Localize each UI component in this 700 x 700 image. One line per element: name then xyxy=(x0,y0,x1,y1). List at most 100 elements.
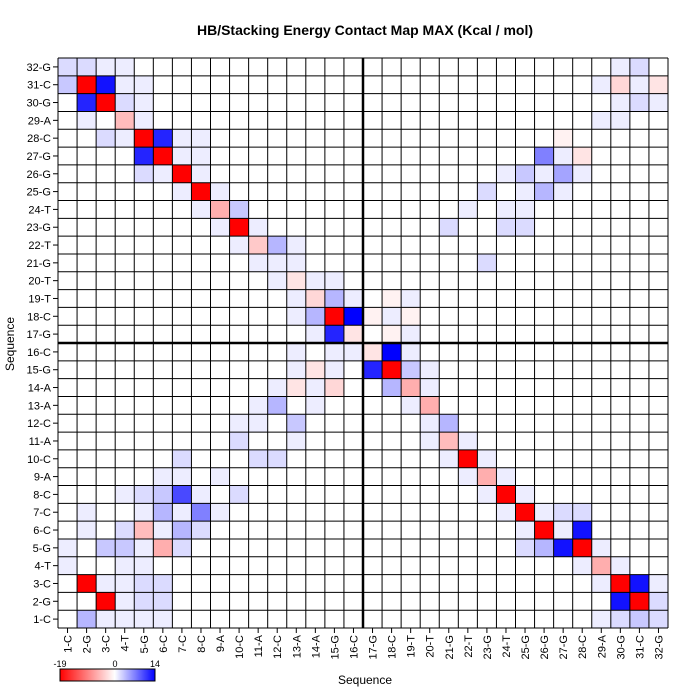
heatmap-cell xyxy=(363,307,383,326)
heatmap-cell xyxy=(572,164,592,183)
heatmap-cell xyxy=(324,307,344,326)
heatmap-cell xyxy=(515,485,535,504)
heatmap-cell xyxy=(610,75,630,94)
heatmap-cell xyxy=(286,236,306,254)
heatmap-cell xyxy=(343,343,363,361)
y-tick-label: 20-T xyxy=(28,276,51,288)
heatmap-cell xyxy=(458,432,478,450)
heatmap-cell xyxy=(382,289,402,308)
heatmap-cell xyxy=(343,325,363,343)
heatmap-cell xyxy=(401,289,421,308)
heatmap-cell xyxy=(439,432,459,450)
heatmap-cell xyxy=(77,503,97,522)
colorbar: -19 0 14 xyxy=(53,659,160,682)
y-tick-label: 6-C xyxy=(33,525,51,537)
y-tick-label: 25-G xyxy=(27,187,51,199)
heatmap-cell xyxy=(153,164,173,183)
heatmap-cell xyxy=(172,538,192,557)
x-tick-label: 13-A xyxy=(291,634,303,658)
heatmap-cell xyxy=(610,58,630,76)
colorbar-max-label: 14 xyxy=(150,659,160,669)
heatmap-cell xyxy=(477,485,497,504)
x-tick-label: 19-T xyxy=(406,635,418,658)
heatmap-cell xyxy=(96,75,116,94)
heatmap-cell xyxy=(629,75,649,94)
heatmap-cell xyxy=(115,485,135,504)
heatmap-cell xyxy=(58,58,78,76)
heatmap-cell xyxy=(153,610,173,628)
heatmap-cell xyxy=(572,556,592,575)
x-tick-label: 11-A xyxy=(253,634,265,657)
heatmap-cell xyxy=(286,414,306,433)
y-tick-label: 13-A xyxy=(28,400,52,412)
y-tick-label: 24-T xyxy=(28,204,51,216)
heatmap-cell xyxy=(553,147,573,165)
heatmap-cell xyxy=(229,432,249,450)
heatmap-cell xyxy=(210,200,230,219)
heatmap-cell xyxy=(610,610,630,628)
heatmap-cell xyxy=(172,521,192,539)
y-tick-label: 26-G xyxy=(27,169,51,181)
heatmap-cell xyxy=(77,610,97,628)
x-tick-label: 30-G xyxy=(615,635,627,659)
x-tick-label: 17-G xyxy=(368,635,380,659)
x-tick-label: 8-C xyxy=(196,635,208,653)
heatmap-cell xyxy=(401,396,421,415)
heatmap-cell xyxy=(58,556,78,575)
heatmap-cell xyxy=(534,147,554,165)
y-tick-label: 16-C xyxy=(27,347,51,359)
heatmap-cell xyxy=(572,147,592,165)
y-tick-label: 19-T xyxy=(28,293,51,305)
heatmap-cell xyxy=(191,200,211,219)
x-tick-label: 29-A xyxy=(596,634,608,658)
heatmap-cell xyxy=(153,538,173,557)
heatmap-cell xyxy=(134,503,154,522)
heatmap-cell xyxy=(305,396,325,415)
heatmap-cell xyxy=(648,592,668,611)
heatmap-cell xyxy=(286,271,306,290)
heatmap-cell xyxy=(172,467,192,486)
heatmap-cell xyxy=(534,182,554,201)
heatmap-cell xyxy=(115,129,135,148)
heatmap-cell xyxy=(305,325,325,343)
x-tick-label: 5-G xyxy=(139,635,151,653)
heatmap-cell xyxy=(401,307,421,326)
heatmap-cell xyxy=(553,129,573,148)
heatmap-cell xyxy=(267,253,287,272)
heatmap-cell xyxy=(648,574,668,593)
heatmap-cell xyxy=(591,556,611,575)
heatmap-cell xyxy=(96,538,116,557)
heatmap-cell xyxy=(134,521,154,539)
heatmap-cell xyxy=(96,129,116,148)
y-tick-labels: 1-C 2-G 3-C 4-T 5-G 6-C 7-C 8-C 9-A 10-C 11-A 12-C 1… xyxy=(27,62,58,626)
heatmap-cell xyxy=(324,325,344,343)
heatmap-cell xyxy=(229,414,249,433)
heatmap-cell xyxy=(439,449,459,468)
heatmap-cell xyxy=(58,75,78,94)
heatmap-cell xyxy=(248,449,268,468)
heatmap-cell xyxy=(534,521,554,539)
heatmap-cell xyxy=(324,378,344,397)
heatmap-cell xyxy=(534,538,554,557)
heatmap-cell xyxy=(286,307,306,326)
heatmap-cell xyxy=(96,93,116,112)
x-tick-label: 20-T xyxy=(425,635,437,658)
colorbar-gradient xyxy=(59,668,156,682)
heatmap-cell xyxy=(115,75,135,94)
heatmap-cell xyxy=(496,200,516,219)
heatmap-cell xyxy=(648,610,668,628)
heatmap-cell xyxy=(153,467,173,486)
heatmap-cell xyxy=(305,307,325,326)
heatmap-cell xyxy=(77,58,97,76)
heatmap-cell xyxy=(420,396,440,415)
heatmap-cell xyxy=(248,396,268,415)
heatmap-cell xyxy=(343,289,363,308)
heatmap-cell xyxy=(496,503,516,522)
heatmap-cell xyxy=(610,574,630,593)
x-tick-label: 9-A xyxy=(215,634,227,652)
heatmap-cell xyxy=(58,538,78,557)
heatmap-cell xyxy=(210,182,230,201)
heatmap-cell xyxy=(420,360,440,379)
heatmap-cell xyxy=(77,111,97,130)
heatmap-cell xyxy=(496,164,516,183)
